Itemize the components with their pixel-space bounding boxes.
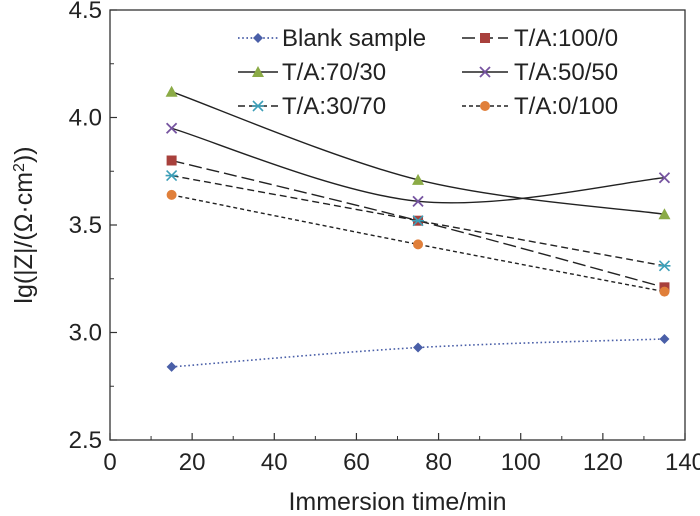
data-point	[413, 342, 424, 353]
series-line	[171, 194, 665, 293]
legend-item: T/A:30/70	[238, 93, 386, 120]
data-point	[412, 173, 425, 185]
x-tick-label: 80	[425, 449, 452, 476]
legend: Blank sample T/A:100/0 T/A:70/30 T/A:50/50 T…	[238, 25, 618, 120]
x-tick-label: 100	[501, 449, 541, 476]
y-tick-label: 3.5	[69, 212, 102, 239]
legend-marker	[479, 66, 491, 78]
data-point	[658, 260, 671, 272]
legend-label: Blank sample	[282, 25, 426, 52]
x-tick-label: 20	[179, 449, 206, 476]
data-point	[658, 208, 671, 220]
legend-item: T/A:70/30	[238, 59, 386, 86]
series-line	[171, 127, 665, 204]
y-tick-label: 2.5	[69, 427, 102, 454]
x-axis-title: Immersion time/min	[288, 488, 506, 516]
y-tick-label: 4.5	[69, 0, 102, 24]
series-4	[165, 122, 671, 207]
x-tick-label: 0	[103, 449, 116, 476]
y-tick-label: 4.0	[69, 105, 102, 132]
data-point	[659, 286, 670, 297]
legend-item: T/A:0/100	[462, 93, 618, 120]
y-tick-label: 3.0	[69, 320, 102, 347]
legend-item: T/A:100/0	[462, 25, 618, 52]
series-5	[165, 169, 671, 272]
legend-marker	[253, 33, 263, 43]
series-line	[171, 174, 665, 267]
legend-marker	[252, 66, 264, 77]
x-tick-label: 40	[261, 449, 288, 476]
data-point	[165, 122, 178, 134]
x-tick-label: 120	[583, 449, 623, 476]
legend-label: T/A:30/70	[282, 93, 386, 120]
series-6	[166, 189, 670, 297]
x-tick-label: 140	[665, 449, 700, 476]
y-axis-title: lg(|Z|/(Ω·cm2))	[10, 146, 38, 303]
legend-marker	[480, 101, 490, 111]
data-point	[166, 361, 177, 372]
data-point	[413, 239, 424, 250]
legend-item: Blank sample	[238, 25, 426, 52]
legend-label: T/A:50/50	[514, 59, 618, 86]
data-point	[412, 215, 425, 227]
legend-label: T/A:70/30	[282, 59, 386, 86]
x-tick-label: 60	[343, 449, 370, 476]
legend-marker	[480, 33, 490, 43]
legend-item: T/A:50/50	[462, 59, 618, 86]
data-point	[165, 85, 178, 97]
series-line	[171, 338, 665, 368]
data-point	[166, 189, 177, 200]
series-layer	[165, 85, 671, 372]
legend-marker	[252, 100, 264, 112]
data-point	[166, 155, 177, 166]
data-point	[659, 333, 670, 344]
data-point	[412, 195, 424, 207]
data-point	[165, 169, 178, 182]
legend-label: T/A:100/0	[514, 25, 618, 52]
series-1	[166, 333, 670, 372]
data-point	[658, 172, 671, 184]
axes: 0 20 40 60 80 100 120 140 2.5 3.0 3.5 4.0 4.5	[69, 0, 700, 476]
series-3	[165, 85, 671, 220]
legend-label: T/A:0/100	[514, 93, 618, 120]
